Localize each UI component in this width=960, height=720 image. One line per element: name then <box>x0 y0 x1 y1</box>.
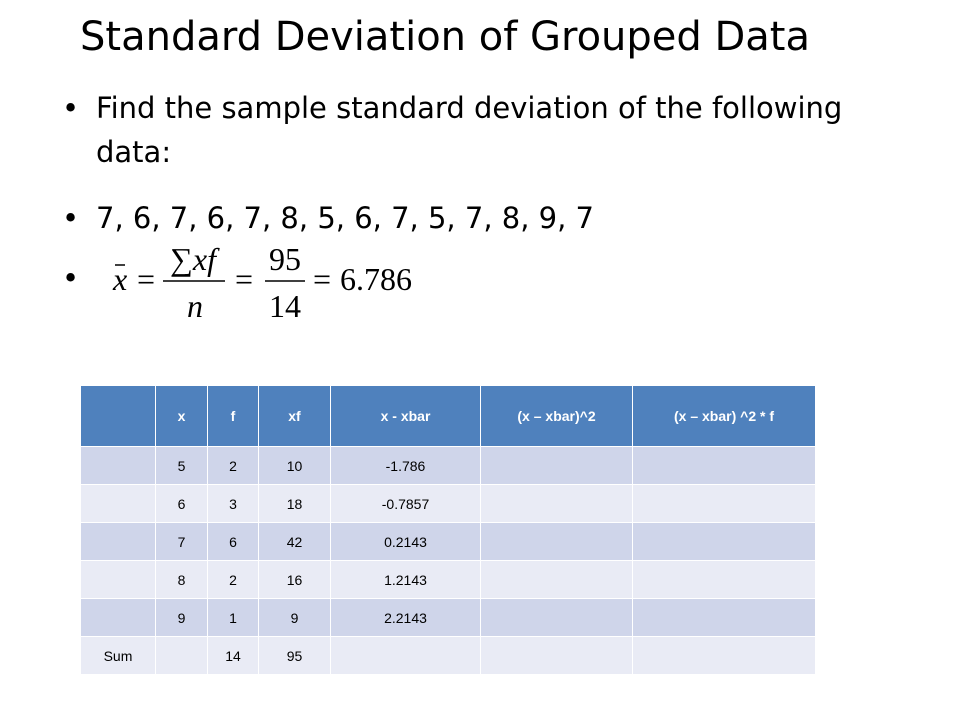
header-cell: f <box>207 385 259 447</box>
cell <box>80 446 156 485</box>
cell: 6 <box>207 522 259 561</box>
cell: -0.7857 <box>330 484 481 523</box>
cell: 9 <box>258 598 331 637</box>
cell: 95 <box>258 636 331 675</box>
header-cell <box>80 385 156 447</box>
equals: = <box>313 261 331 297</box>
cell <box>480 484 633 523</box>
cell <box>632 560 816 599</box>
cell <box>155 636 208 675</box>
data-table: x f xf x - xbar (x – xbar)^2 (x – xbar) ^2 * … <box>80 385 816 675</box>
cell: 9 <box>155 598 208 637</box>
cell: 6 <box>155 484 208 523</box>
cell <box>80 598 156 637</box>
cell: 2.2143 <box>330 598 481 637</box>
sum-row: Sum 14 95 <box>80 636 816 675</box>
header-cell: (x – xbar)^2 <box>480 385 633 447</box>
formula-den: 14 <box>269 288 301 324</box>
cell: -1.786 <box>330 446 481 485</box>
formula-num: 95 <box>269 241 301 277</box>
formula: x = ∑xf n = 95 14 = 6.786 <box>112 241 412 324</box>
equals: = <box>235 261 253 297</box>
cell: 10 <box>258 446 331 485</box>
header-cell: (x – xbar) ^2 * f <box>632 385 816 447</box>
formula-sum: ∑xf <box>170 241 220 277</box>
cell: 42 <box>258 522 331 561</box>
bullet-text: Find the sample standard deviation of th… <box>96 91 843 169</box>
cell: 5 <box>155 446 208 485</box>
cell: 0.2143 <box>330 522 481 561</box>
cell <box>480 598 633 637</box>
header-row: x f xf x - xbar (x – xbar)^2 (x – xbar) ^2 * … <box>80 385 816 447</box>
bullet-text: 7, 6, 7, 6, 7, 8, 5, 6, 7, 5, 7, 8, 9, 7 <box>96 201 594 235</box>
cell <box>80 484 156 523</box>
cell <box>632 598 816 637</box>
header-cell: x <box>155 385 208 447</box>
data-row: 9 1 9 2.2143 <box>80 598 816 637</box>
cell <box>632 636 816 675</box>
cell: 2 <box>207 446 259 485</box>
cell: 1.2143 <box>330 560 481 599</box>
bullet: 7, 6, 7, 6, 7, 8, 5, 6, 7, 5, 7, 8, 9, 7 <box>62 196 862 240</box>
cell <box>80 522 156 561</box>
cell <box>80 560 156 599</box>
cell: 7 <box>155 522 208 561</box>
cell: 18 <box>258 484 331 523</box>
data-row: 5 2 10 -1.786 <box>80 446 816 485</box>
data-row: 6 3 18 -0.7857 <box>80 484 816 523</box>
cell: 3 <box>207 484 259 523</box>
data-row: 7 6 42 0.2143 <box>80 522 816 561</box>
formula-result: 6.786 <box>340 261 412 297</box>
formula-lhs: x <box>112 261 127 297</box>
data-row: 8 2 16 1.2143 <box>80 560 816 599</box>
title: Standard Deviation of Grouped Data <box>80 14 810 60</box>
bullet: Find the sample standard deviation of th… <box>62 86 862 174</box>
cell <box>480 522 633 561</box>
cell <box>480 446 633 485</box>
header-cell: xf <box>258 385 331 447</box>
table-body: x f xf x - xbar (x – xbar)^2 (x – xbar) ^2 * … <box>80 385 816 675</box>
cell <box>632 446 816 485</box>
cell <box>480 636 633 675</box>
cell: 8 <box>155 560 208 599</box>
cell <box>330 636 481 675</box>
cell: 2 <box>207 560 259 599</box>
cell <box>480 560 633 599</box>
cell <box>632 522 816 561</box>
cell <box>632 484 816 523</box>
formula-n: n <box>187 288 203 324</box>
cell: Sum <box>80 636 156 675</box>
header-cell: x - xbar <box>330 385 481 447</box>
cell: 16 <box>258 560 331 599</box>
equals: = <box>137 261 155 297</box>
cell: 1 <box>207 598 259 637</box>
cell: 14 <box>207 636 259 675</box>
